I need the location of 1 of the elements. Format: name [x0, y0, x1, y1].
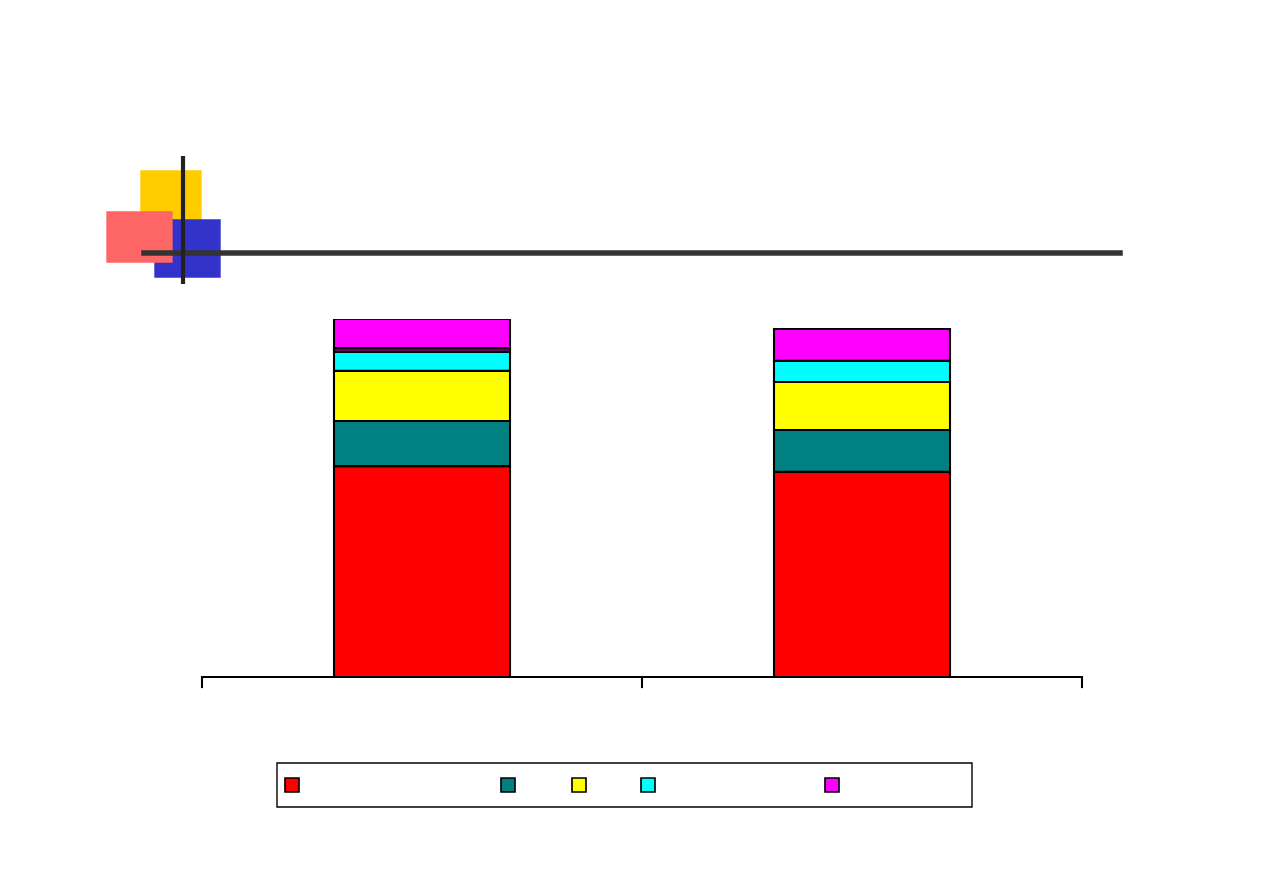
- bar: [332, 319, 512, 350]
